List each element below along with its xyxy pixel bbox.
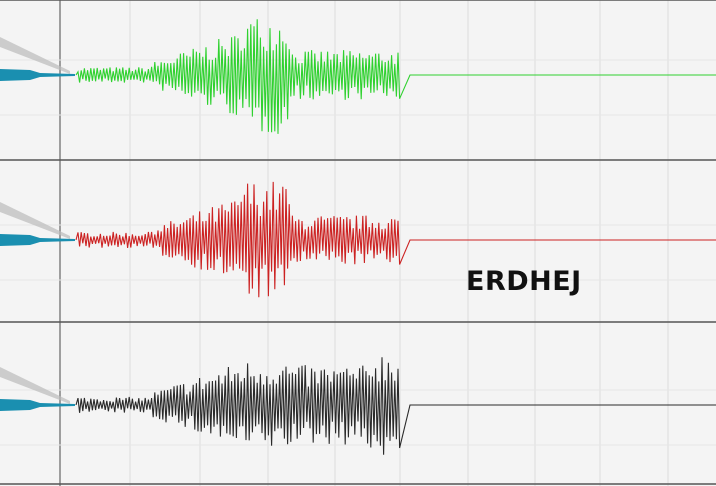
seismic-trace: [75, 19, 716, 134]
stylus-needle: [0, 399, 75, 411]
seismic-trace: [75, 357, 716, 455]
seismic-trace: [75, 181, 716, 298]
caption-title: ERDHEJ: [466, 266, 582, 297]
stylus-shadow: [0, 202, 70, 239]
stylus-needle: [0, 234, 75, 246]
stylus-shadow: [0, 367, 70, 404]
stylus-needle: [0, 69, 75, 81]
stylus-shadow: [0, 37, 70, 74]
